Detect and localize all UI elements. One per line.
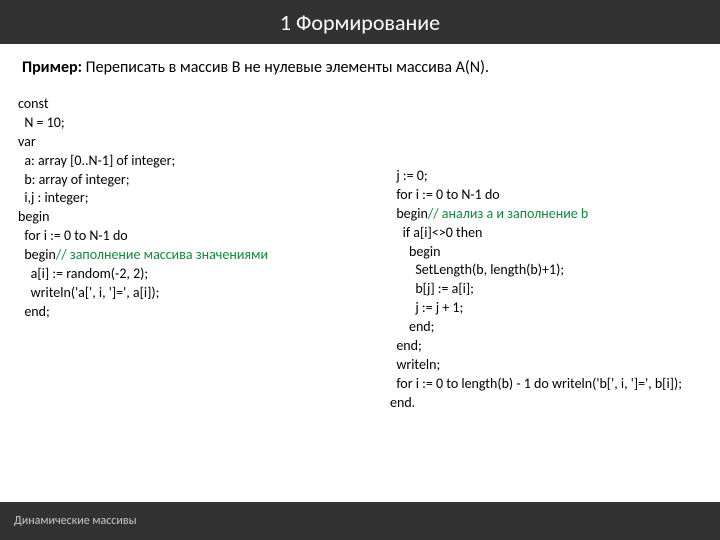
code-line: b: array of integer; [18,171,130,188]
code-block-left: const N = 10; var a: array [0..N-1] of i… [18,95,268,322]
code-line: end; [390,318,434,335]
code-line: SetLength(b, length(b)+1); [390,261,564,278]
code-line: for i := 0 to length(b) - 1 do writeln('… [390,375,682,392]
code-line: j := j + 1; [390,299,463,316]
example-line: Пример: Переписать в массив B не нулевые… [22,58,698,77]
code-line: writeln; [390,356,440,373]
code-block-right: j := 0; for i := 0 to N-1 do begin// ана… [390,167,682,413]
code-line: end; [390,337,422,354]
code-line: begin [18,208,49,225]
header-bar: 1 Формирование [0,0,720,44]
code-line: a[i] := random(-2, 2); [18,265,148,282]
code-comment: // анализ a и заполнение b [428,205,588,222]
code-line: begin [18,246,56,263]
code-line: j := 0; [390,167,428,184]
code-line: for i := 0 to N-1 do [18,227,128,244]
code-comment: // заполнение массива значениями [56,246,268,263]
code-line: begin [390,243,440,260]
code-line: i,j : integer; [18,189,88,206]
code-line: for i := 0 to N-1 do [390,186,500,203]
example-label: Пример: [22,58,82,77]
code-line: a: array [0..N-1] of integer; [18,152,175,169]
page-title: 1 Формирование [280,9,440,36]
code-line: const [18,95,49,112]
code-line: writeln('a[', i, ']=', a[i]); [18,284,159,301]
footer-bar: Динамические массивы [0,502,720,540]
code-line: b[j] := a[i]; [390,280,474,297]
code-line: end. [390,394,415,411]
example-text: Переписать в массив B не нулевые элемент… [82,58,489,77]
code-line: var [18,133,36,150]
code-line: end; [18,303,50,320]
code-line: if a[i]<>0 then [390,224,482,241]
code-line: N = 10; [18,114,65,131]
code-line: begin [390,205,428,222]
footer-text: Динамические массивы [14,514,137,528]
